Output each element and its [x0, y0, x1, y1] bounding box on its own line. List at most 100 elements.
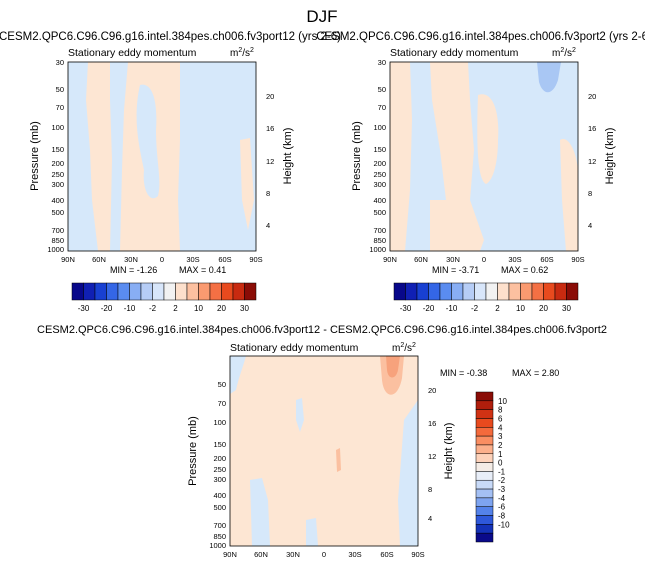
panel-1-ytick: 100 [51, 123, 64, 132]
panel-diff-neg-region-lower-left [250, 478, 270, 546]
colorbar-swatch [475, 391, 494, 402]
panel-1-units: m2/s2 [230, 47, 254, 59]
colorbar-label: -30 [78, 304, 90, 313]
colorbar-label: -10 [124, 304, 136, 313]
panel-diff-xtick: 0 [322, 550, 326, 559]
colorbar-swatch [520, 282, 533, 301]
panel-2-ytick: 100 [373, 123, 386, 132]
panel-diff-ytick: 150 [213, 440, 226, 449]
colorbar-label: -2 [149, 304, 157, 313]
panel-2-max: MAX = 0.62 [501, 265, 548, 275]
panel-diff-neg-region-north [230, 356, 246, 394]
panel-diff-ytick: 300 [213, 475, 226, 484]
panel-1-neg-region-center [136, 84, 160, 199]
panel-2-subtitle: Stationary eddy momentum [390, 47, 519, 59]
panel-2-ytick-right: 8 [588, 189, 592, 198]
panel-2-pos-region-center [477, 94, 499, 184]
colorbar-swatch [475, 488, 494, 499]
panel-diff-ytick: 1000 [209, 541, 226, 550]
panel-diff-title: CESM2.QPC6.C96.C96.g16.intel.384pes.ch00… [37, 324, 607, 336]
panel-1-ytick: 150 [51, 145, 64, 154]
colorbar-swatch [475, 400, 494, 410]
colorbar-swatch [117, 282, 130, 301]
colorbar-label: 30 [562, 304, 571, 313]
panel-2-ylabel-right: Height (km) [604, 128, 616, 185]
panel-2-min: MIN = -3.71 [432, 265, 479, 275]
colorbar-swatch [475, 515, 494, 525]
colorbar-label: 10 [498, 397, 507, 406]
colorbar-swatch [475, 418, 494, 428]
colorbar-swatch [475, 409, 494, 419]
panel-1-pos-patch-south [240, 138, 254, 230]
colorbar-swatch [439, 282, 452, 301]
panel-1-xtick: 60N [92, 255, 106, 264]
panel-2-ytick-right: 16 [588, 124, 596, 133]
panel-diff-ytick: 850 [213, 532, 226, 541]
panel-2-frame [389, 61, 579, 252]
colorbar-swatch [428, 282, 441, 301]
panel-diff-ytick: 100 [213, 418, 226, 427]
panel-1-ytick: 400 [51, 196, 64, 205]
panel-1-plot [67, 61, 257, 252]
panel-1: CESM2.QPC6.C96.C96.g16.intel.384pes.ch00… [0, 31, 341, 275]
panel-2-xtick: 30S [508, 255, 521, 264]
panel-2-pos-patch-south [560, 139, 578, 251]
colorbar-swatch [566, 282, 579, 301]
panel-2-ytick: 850 [373, 236, 386, 245]
colorbar-label: 0 [498, 459, 503, 468]
panel-1-ytick-right: 12 [266, 157, 274, 166]
colorbar-label: 30 [240, 304, 249, 313]
colorbar-label: -10 [498, 520, 510, 529]
panel-1-ytick: 70 [56, 103, 64, 112]
panel-1-subtitle: Stationary eddy momentum [68, 47, 197, 59]
colorbar-label: 3 [498, 432, 503, 441]
panel-2-pos-region-lower [430, 200, 484, 251]
colorbar-swatch [485, 282, 498, 301]
panel-1-ytick: 700 [51, 226, 64, 235]
colorbar-swatch [475, 532, 494, 543]
colorbar-swatch [475, 506, 494, 516]
panel-diff-neg-region-south [398, 400, 418, 546]
panel-diff-y-ticks-right: 20 16 12 8 4 [428, 386, 436, 523]
panel-diff-plot [229, 355, 419, 547]
panel-diff-xtick: 30S [348, 550, 361, 559]
panel-1-ytick: 30 [56, 58, 64, 67]
colorbar-swatch [244, 282, 257, 301]
colorbar-swatch [186, 282, 199, 301]
colorbar-swatch [475, 427, 494, 437]
page-title: DJF [306, 7, 337, 26]
colorbar-swatch [163, 282, 176, 301]
panel-diff-ytick: 400 [213, 491, 226, 500]
panel-1-ylabel-right: Height (km) [282, 128, 294, 185]
colorbar-swatch [416, 282, 429, 301]
colorbar-swatch [475, 524, 494, 534]
panel-1-y-ticks: 30 50 70 100 150 200 250 300 400 500 700… [47, 58, 64, 254]
colorbar-swatch [140, 282, 153, 301]
panel-1-max: MAX = 0.41 [179, 265, 226, 275]
colorbar-label: 2 [498, 441, 503, 450]
panel-2-xtick: 60S [540, 255, 553, 264]
panel-diff-ytick-right: 16 [428, 419, 436, 428]
colorbar-swatch [221, 282, 234, 301]
colorbar-swatch [106, 282, 119, 301]
panel-2: CESM2.QPC6.C96.C96.g16.intel.384pes.ch00… [316, 31, 645, 275]
colorbar-swatch [209, 282, 222, 301]
panel-1-y-ticks-right: 20 16 12 8 4 [266, 92, 274, 230]
panel-1-ytick: 200 [51, 159, 64, 168]
panel-1-ytick: 500 [51, 208, 64, 217]
panel-2-ytick: 500 [373, 208, 386, 217]
colorbar-label: -4 [498, 494, 506, 503]
panel-diff-y-ticks: 50 70 100 150 200 250 300 400 500 700 85… [209, 380, 226, 550]
panel-1-ytick-right: 20 [266, 92, 274, 101]
panel-1-xtick: 0 [160, 255, 164, 264]
colorbar-swatch [475, 435, 494, 446]
panel-diff-ytick: 500 [213, 503, 226, 512]
colorbar-swatch [475, 453, 494, 463]
panel-diff-ylabel: Pressure (mb) [187, 416, 199, 486]
panel-1-xtick: 30N [124, 255, 138, 264]
panel-diff-neg-patch-upper [296, 398, 304, 432]
colorbar-swatch [83, 282, 96, 301]
panel-diff-neg-patch-lower [306, 518, 318, 546]
colorbar-swatch [475, 462, 494, 472]
